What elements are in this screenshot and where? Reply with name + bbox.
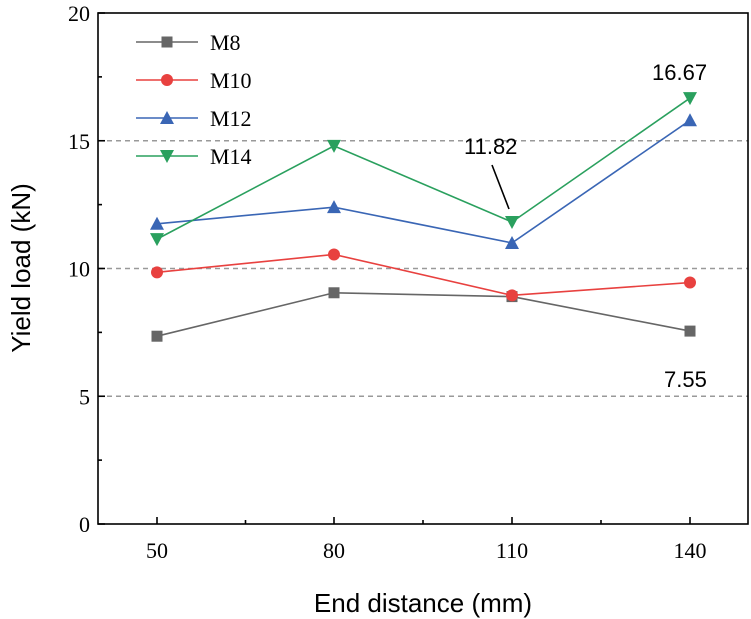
data-point-m14-110	[505, 215, 519, 229]
legend-marker	[160, 111, 174, 124]
data-point-m12-50	[150, 216, 164, 230]
y-tick-label: 15	[68, 129, 90, 154]
series-line-m14	[156, 97, 691, 240]
data-point-m14-80	[327, 139, 341, 153]
y-tick-label: 5	[79, 384, 90, 409]
legend-item-m14: M14	[136, 144, 252, 169]
legend-marker	[161, 36, 173, 48]
data-point-m10-140	[684, 276, 696, 289]
series-line-m12	[156, 119, 691, 244]
series-m8	[151, 287, 696, 342]
x-tick-label: 80	[323, 538, 345, 563]
legend-label: M8	[210, 30, 241, 55]
data-point-m10-80	[328, 248, 340, 261]
legend-label: M10	[210, 68, 252, 93]
data-point-m10-110	[506, 289, 518, 302]
legend-marker	[161, 74, 173, 86]
legend-item-m12: M12	[136, 106, 252, 131]
legend-item-m8: M8	[136, 30, 241, 55]
data-point-m12-140	[683, 113, 697, 127]
x-tick-label: 140	[674, 538, 707, 563]
series	[150, 92, 697, 342]
series-m10	[151, 248, 696, 302]
y-axis-title: Yield load (kN)	[6, 183, 36, 353]
series-m12	[150, 113, 697, 249]
annotation-label: 7.55	[664, 367, 707, 392]
data-point-m8-80	[328, 287, 340, 299]
data-point-m14-140	[683, 92, 697, 106]
y-tick-label: 20	[68, 1, 90, 26]
legend-label: M12	[210, 106, 252, 131]
data-point-m12-80	[327, 200, 341, 214]
legend: M8 M10 M12 M14	[136, 30, 252, 169]
x-tick-label: 110	[496, 538, 528, 563]
ticks: 0 5 10 15 20 50 80 110 140	[68, 1, 707, 563]
annotations: 16.67 11.82 7.55	[464, 60, 707, 392]
legend-item-m10: M10	[136, 68, 252, 93]
data-point-m14-50	[150, 233, 164, 247]
y-tick-label: 0	[79, 512, 90, 537]
data-point-m12-110	[505, 235, 519, 249]
series-line-m10	[156, 253, 691, 297]
x-axis-title: End distance (mm)	[314, 588, 532, 618]
annotation-leader	[491, 164, 510, 210]
data-point-m8-140	[684, 325, 696, 337]
data-point-m10-50	[151, 266, 163, 279]
annotation-label: 16.67	[652, 60, 707, 85]
data-point-m8-50	[151, 330, 163, 342]
grid-lines	[98, 139, 748, 398]
annotation-label: 11.82	[464, 134, 517, 159]
legend-marker	[160, 150, 174, 163]
x-tick-label: 50	[146, 538, 168, 563]
y-tick-label: 10	[68, 257, 90, 282]
series-m14	[150, 92, 697, 247]
legend-label: M14	[210, 144, 252, 169]
series-line-m8	[156, 291, 691, 337]
